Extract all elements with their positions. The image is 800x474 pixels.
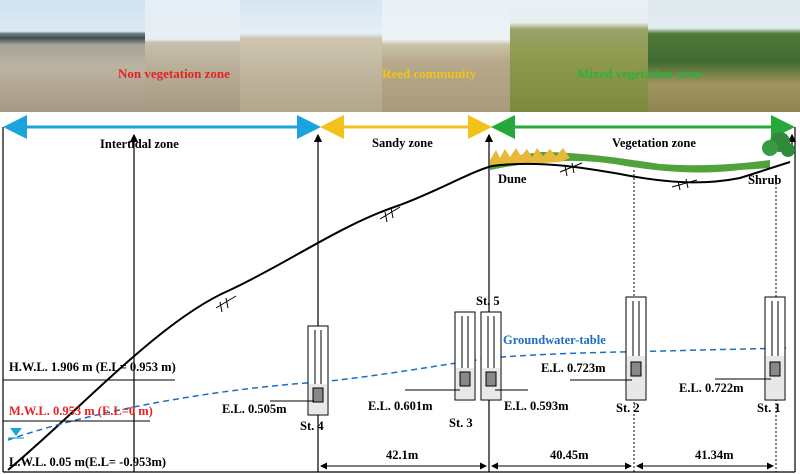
station-2-label: St. 2	[616, 401, 640, 415]
station-well	[454, 311, 476, 401]
shrub-label: Shrub	[748, 173, 781, 187]
diagram-frame	[2, 127, 796, 473]
caption-reed: Reed community	[382, 66, 477, 81]
intertidal-zone-label: Intertidal zone	[100, 137, 179, 151]
groundwater-table-label: Groundwater-table	[503, 333, 606, 347]
beach-photo	[0, 0, 145, 112]
hatch-marks	[215, 162, 698, 313]
mwl-label: M.W.L. 0.953 m (E.L=0 m)	[9, 404, 153, 418]
station-5-label: St. 5	[476, 294, 500, 308]
station-well	[307, 325, 329, 416]
shrub-icon	[762, 132, 795, 157]
station-4-label: St. 4	[300, 419, 324, 433]
caption-non-vegetation: Non vegetation zone	[118, 66, 230, 81]
hwl-label: H.W.L. 1.906 m (E.L= 0.953 m)	[9, 360, 176, 374]
distance-label: 42.1m	[386, 448, 419, 462]
lwl-label: L.W.L. 0.05 m(E.L= -0.953m)	[9, 455, 166, 469]
vegetation-strip	[490, 148, 770, 173]
ground-profile-line	[7, 161, 791, 471]
station-2-elevation: E.L. 0.723m	[541, 361, 606, 375]
grass-photo	[510, 0, 648, 112]
sandy-zone-label: Sandy zone	[372, 136, 433, 150]
groundwater-table-line	[7, 347, 791, 441]
dune-label: Dune	[498, 172, 527, 186]
station-4-elevation: E.L. 0.505m	[222, 402, 287, 416]
beach-photo	[145, 0, 240, 112]
station-5-elevation: E.L. 0.593m	[504, 399, 569, 413]
station-3-elevation: E.L. 0.601m	[368, 399, 433, 413]
station-well	[625, 296, 647, 401]
water-level-icon	[8, 428, 24, 439]
station-well	[480, 311, 502, 401]
station-1-label: St. 1	[757, 401, 781, 415]
caption-mixed-vegetation: Mixed vegetation zone	[577, 66, 702, 81]
photo-strip: Non vegetation zone Reed community Mixed…	[0, 0, 800, 112]
shrub-photo	[648, 0, 800, 112]
reed-photo	[382, 0, 510, 112]
vegetation-zone-label: Vegetation zone	[612, 136, 696, 150]
station-well	[764, 296, 786, 401]
distance-label: 40.45m	[550, 448, 589, 462]
elevation-leaders	[270, 378, 771, 402]
beach-photo	[240, 0, 382, 112]
station-3-label: St. 3	[449, 416, 473, 430]
station-1-elevation: E.L. 0.722m	[679, 381, 744, 395]
distance-label: 41.34m	[695, 448, 734, 462]
